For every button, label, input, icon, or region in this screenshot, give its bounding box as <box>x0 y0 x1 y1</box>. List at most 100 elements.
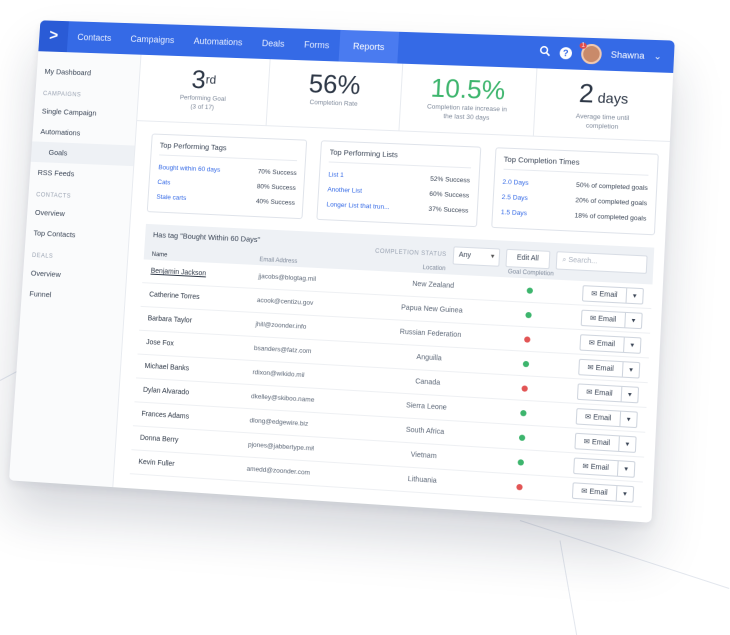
logo-icon[interactable]: > <box>38 20 69 53</box>
goal-status <box>481 432 564 443</box>
time-link[interactable]: 2.0 Days <box>502 178 529 187</box>
stat-performing-goal: 3rd Performing Goal (3 of 17) <box>137 54 271 126</box>
contact-name[interactable]: Michael Banks <box>144 362 190 373</box>
goal-status <box>486 334 568 345</box>
mail-icon: ✉ <box>582 462 589 471</box>
email-button[interactable]: ✉ Email <box>575 407 622 427</box>
email-button[interactable]: ✉ Email <box>581 284 628 304</box>
contact-name[interactable]: Barbara Taylor <box>147 315 193 325</box>
contact-name[interactable]: Jose Fox <box>145 339 175 348</box>
row-actions: ✉ Email ▾ <box>572 456 636 478</box>
stat-completion-increase: 10.5% Completion rate increase in the la… <box>398 63 538 136</box>
nav-reports[interactable]: Reports <box>338 29 400 64</box>
help-icon[interactable]: ? <box>559 46 573 60</box>
sidebar-item-funnel[interactable]: Funnel <box>29 289 52 300</box>
row-actions: ✉ Email ▾ <box>575 407 638 428</box>
nav-campaigns[interactable]: Campaigns <box>130 33 175 46</box>
email-button[interactable]: ✉ Email <box>572 456 619 477</box>
tag-link[interactable]: Cats <box>157 178 171 187</box>
card-title: Top Performing Tags <box>159 140 299 162</box>
stat-completion-rate: 56% Completion Rate <box>266 59 403 131</box>
stat-suffix: rd <box>205 72 217 87</box>
card-top-completion-times: Top Completion Times 2.0 Days 50% of comp… <box>490 147 659 236</box>
goal-status-dot <box>524 335 531 343</box>
list-link[interactable]: Another List <box>327 186 363 195</box>
tag-link[interactable]: Stale carts <box>156 193 187 202</box>
chevron-down-icon[interactable]: ▾ <box>624 336 642 354</box>
nav-contacts[interactable]: Contacts <box>77 32 112 43</box>
email-button[interactable]: ✉ Email <box>571 481 618 502</box>
email-button[interactable]: ✉ Email <box>579 333 625 353</box>
chevron-down-icon[interactable]: ▾ <box>620 410 638 428</box>
email-button-label: Email <box>596 339 616 348</box>
mail-icon: ✉ <box>591 290 598 298</box>
card-top-performing-tags: Top Performing Tags Bought within 60 day… <box>146 133 308 220</box>
completion-status-select[interactable]: Any <box>452 246 500 267</box>
row-actions: ✉ Email ▾ <box>580 309 643 329</box>
chevron-down-icon[interactable]: ⌄ <box>653 50 662 61</box>
card-title: Top Performing Lists <box>329 147 472 169</box>
contact-location: South Africa <box>405 426 445 437</box>
contact-location: Russian Federation <box>399 328 462 340</box>
email-button-label: Email <box>599 290 618 299</box>
contact-name[interactable]: Benjamin Jackson <box>150 267 207 278</box>
chevron-down-icon[interactable]: ▾ <box>619 434 637 453</box>
chevron-down-icon[interactable]: ▾ <box>621 385 640 403</box>
list-link[interactable]: List 1 <box>328 171 344 180</box>
contact-name[interactable]: Kevin Fuller <box>138 458 175 469</box>
column-header-goal[interactable]: Goal Completion <box>507 269 554 278</box>
contact-email: bsanders@fatz.com <box>253 344 312 356</box>
list-value: 60% Success <box>429 190 470 200</box>
tag-link[interactable]: Bought within 60 days <box>158 164 221 174</box>
email-button[interactable]: ✉ Email <box>577 358 624 378</box>
chevron-down-icon[interactable]: ▾ <box>626 286 644 305</box>
goal-status-dot <box>518 434 526 441</box>
contact-email: jjacobs@blogtag.mil <box>258 273 317 283</box>
contact-name[interactable]: Catherine Torres <box>148 291 200 302</box>
stat-value: 10.5% <box>429 72 507 106</box>
time-link[interactable]: 2.5 Days <box>501 193 529 203</box>
contact-name[interactable]: Dylan Alvarado <box>142 386 190 397</box>
email-button-label: Email <box>589 487 608 497</box>
contact-email: pjones@jabbertype.mil <box>247 441 315 453</box>
list-link[interactable]: Longer List that trun... <box>326 201 390 212</box>
contact-email: amedd@zoonder.com <box>246 465 311 477</box>
table-body: Benjamin Jackson jjacobs@blogtag.mil New Z… <box>129 259 653 508</box>
card-title: Top Completion Times <box>503 154 650 176</box>
contact-email: dkelley@skiboo.name <box>250 393 315 404</box>
goal-status-dot <box>516 483 523 490</box>
search-icon[interactable] <box>539 45 551 59</box>
nav-deals[interactable]: Deals <box>261 38 285 49</box>
row-actions: ✉ Email ▾ <box>576 382 640 403</box>
time-value: 18% of completed goals <box>574 212 647 223</box>
completion-status-label: COMPLETION STATUS <box>374 248 447 259</box>
user-name[interactable]: Shawna <box>610 49 645 61</box>
contact-location: New Zealand <box>412 280 455 290</box>
row-actions: ✉ Email ▾ <box>581 284 644 305</box>
nav-forms[interactable]: Forms <box>303 39 330 51</box>
time-link[interactable]: 1.5 Days <box>500 209 528 218</box>
goal-status <box>484 383 567 394</box>
email-button[interactable]: ✉ Email <box>576 382 623 402</box>
row-actions: ✉ Email ▾ <box>571 481 635 503</box>
main-content: 3rd Performing Goal (3 of 17) 56% Comple… <box>113 54 674 523</box>
chevron-down-icon[interactable]: ▾ <box>616 484 635 503</box>
contact-location: Papua New Guinea <box>400 304 463 315</box>
contact-name[interactable]: Donna Berry <box>139 434 179 445</box>
email-button[interactable]: ✉ Email <box>580 309 627 328</box>
nav-automations[interactable]: Automations <box>193 35 243 48</box>
table-search-input[interactable]: ⌕ Search... <box>555 251 648 274</box>
stat-value: 56% <box>308 68 362 100</box>
mail-icon: ✉ <box>587 363 594 372</box>
chevron-down-icon[interactable]: ▾ <box>617 459 636 478</box>
contact-name[interactable]: Frances Adams <box>141 410 190 421</box>
email-button-label: Email <box>594 388 613 398</box>
email-button[interactable]: ✉ Email <box>574 432 620 452</box>
avatar[interactable]: 1 <box>579 42 603 65</box>
edit-all-button[interactable]: Edit All <box>505 248 551 270</box>
chevron-down-icon[interactable]: ▾ <box>622 360 641 379</box>
row-actions: ✉ Email ▾ <box>574 432 637 453</box>
chevron-down-icon[interactable]: ▾ <box>625 311 643 329</box>
mail-icon: ✉ <box>586 388 593 397</box>
summary-cards: Top Performing Tags Bought within 60 day… <box>131 121 670 244</box>
